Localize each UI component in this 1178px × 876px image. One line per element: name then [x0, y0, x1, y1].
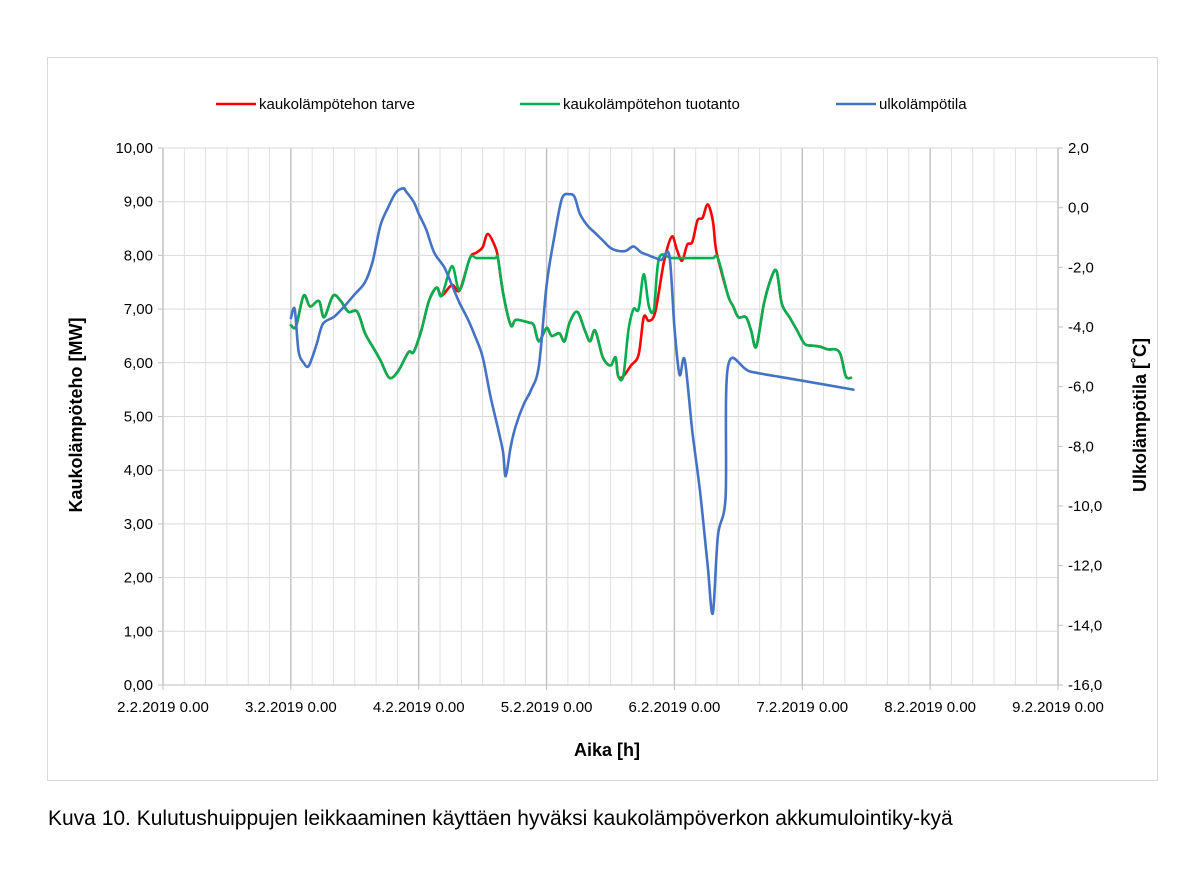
- x-tick-labels: 2.2.2019 0.00 3.2.2019 0.00 4.2.2019 0.00 5…: [117, 699, 1104, 716]
- series-tuotanto-line: [289, 253, 853, 382]
- right-y-tick-label: -2,0: [1068, 259, 1094, 276]
- right-y-tick-label: -10,0: [1068, 498, 1102, 515]
- right-y-tick-label: -6,0: [1068, 379, 1094, 396]
- x-tick-label: 3.2.2019 0.00: [245, 699, 337, 716]
- x-tick-label: 5.2.2019 0.00: [501, 699, 593, 716]
- legend-label-ulkolampotila-line: ulkolämpötila: [879, 96, 967, 113]
- x-tick-label: 7.2.2019 0.00: [756, 699, 848, 716]
- legend: kaukolämpötehon tarve kaukolämpötehon tuo…: [216, 96, 967, 113]
- chart-frame: 0,00 1,00 2,00 3,00 4,00 5,00 6,00 7,00 8,00 9,00…: [47, 57, 1158, 781]
- right-y-tick-label: -14,0: [1068, 617, 1102, 634]
- x-tick-label: 4.2.2019 0.00: [373, 699, 465, 716]
- left-y-tick-label: 6,00: [124, 355, 153, 372]
- left-y-tick-label: 3,00: [124, 516, 153, 533]
- left-y-tick-label: 4,00: [124, 462, 153, 479]
- x-tick-label: 6.2.2019 0.00: [629, 699, 721, 716]
- left-y-tick-labels: 0,00 1,00 2,00 3,00 4,00 5,00 6,00 7,00 8,00 9,00…: [115, 140, 153, 694]
- legend-label-tuotanto-line: kaukolämpötehon tuotanto: [563, 96, 740, 113]
- series-lines: [289, 186, 855, 615]
- right-y-tick-label: -4,0: [1068, 319, 1094, 336]
- right-y-tick-label: 0,0: [1068, 200, 1089, 217]
- right-y-tick-label: -8,0: [1068, 438, 1094, 455]
- left-y-tick-label: 5,00: [124, 409, 153, 426]
- legend-label-tarve-line: kaukolämpötehon tarve: [259, 96, 415, 113]
- left-y-tick-label: 8,00: [124, 247, 153, 264]
- right-y-tick-label: -12,0: [1068, 558, 1102, 575]
- left-y-tick-label: 9,00: [124, 194, 153, 211]
- left-y-tick-label: 2,00: [124, 570, 153, 587]
- left-y-tick-label: 1,00: [124, 623, 153, 640]
- x-axis-title: Aika [h]: [574, 740, 640, 760]
- chart-svg: 0,00 1,00 2,00 3,00 4,00 5,00 6,00 7,00 8,00 9,00…: [66, 96, 1150, 760]
- x-tick-label: 2.2.2019 0.00: [117, 699, 209, 716]
- right-y-tick-labels: -16,0 -14,0 -12,0 -10,0 -8,0 -6,0 -4,0 -2,0 0,0 2…: [1068, 140, 1102, 694]
- left-y-tick-label: 7,00: [124, 301, 153, 318]
- x-tick-label: 8.2.2019 0.00: [884, 699, 976, 716]
- axes: [158, 147, 1063, 690]
- horizontal-gridlines: [163, 147, 1058, 686]
- figure-caption: Kuva 10. Kulutushuippujen leikkaaminen k…: [48, 807, 953, 830]
- x-tick-label: 9.2.2019 0.00: [1012, 699, 1104, 716]
- right-y-tick-label: -16,0: [1068, 677, 1102, 694]
- right-y-tick-label: 2,0: [1068, 140, 1089, 157]
- series-ulkolampotila-line: [289, 186, 855, 615]
- left-y-tick-label: 0,00: [124, 677, 153, 694]
- left-y-tick-label: 10,00: [115, 140, 153, 157]
- y2-axis-title: Ulkolämpötila [˚C]: [1130, 338, 1150, 492]
- y-axis-title: Kaukolämpöteho [MW]: [66, 318, 86, 513]
